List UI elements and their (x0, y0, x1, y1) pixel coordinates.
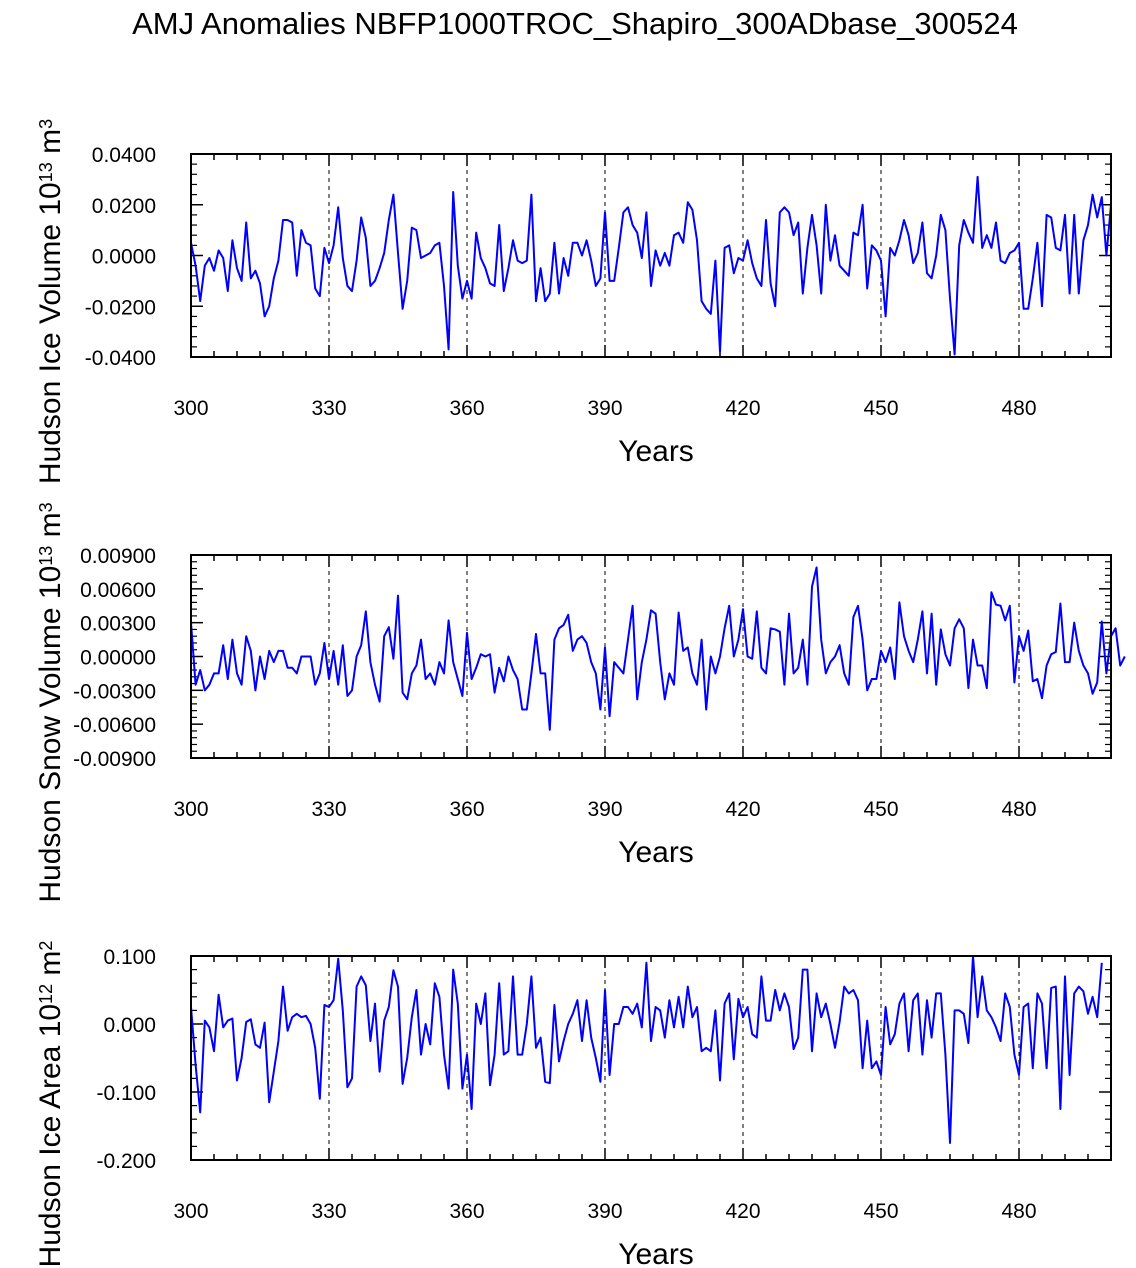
panel-2-series-line (190, 566, 1126, 731)
panel-2-x-tick-label-300: 300 (173, 798, 208, 821)
panel-3-x-tick-label-300: 300 (173, 1200, 208, 1223)
panel-2-x-tick-label-480: 480 (1001, 798, 1036, 821)
panel-2-x-tick-label-330: 330 (311, 798, 346, 821)
panel-1-y-tick-label-3: 0.0200 (92, 195, 156, 218)
panel-2-x-axis-label: Years (618, 836, 694, 869)
panel-3-y-axis-label-part-2: m (34, 951, 67, 984)
panel-3-y-axis-label-part-1: 12 (36, 984, 56, 1004)
panel-2-x-tick-label-420: 420 (725, 798, 760, 821)
panel-3-y-axis-label-part-0: Hudson Ice Area 10 (34, 1004, 67, 1268)
panel-3-y-tick-label-1: -0.100 (96, 1082, 156, 1105)
panel-2-plot-frame (190, 554, 1112, 759)
panel-2-y-axis-label-part-1: 13 (36, 546, 56, 566)
panel-2-y-tick-label-4: 0.00300 (80, 613, 156, 636)
panel-1-x-tick-label-420: 420 (725, 397, 760, 420)
panel-2-y-tick-label-2: -0.00300 (73, 680, 156, 703)
panel-2-x-tick-label-450: 450 (863, 798, 898, 821)
panel-1-series-line (190, 175, 1112, 356)
panel-2: 300 330 360 390 420 450 480 -0.00900 -0.00600 -0.… (34, 502, 1126, 903)
panel-3-x-tick-label-450: 450 (863, 1200, 898, 1223)
panel-3-x-axis-label: Years (618, 1238, 694, 1268)
panel-3-x-tick-label-330: 330 (311, 1200, 346, 1223)
panel-1-x-tick-label-450: 450 (863, 397, 898, 420)
panel-3-x-tick-label-420: 420 (725, 1200, 760, 1223)
panel-2-x-tick-label-360: 360 (449, 798, 484, 821)
panel-2-y-tick-label-5: 0.00600 (80, 579, 156, 602)
panel-1-y-tick-label-0: -0.0400 (85, 347, 156, 370)
panel-1-plot-frame (190, 153, 1112, 358)
panel-3-x-tick-label-360: 360 (449, 1200, 484, 1223)
panel-2-y-tick-label-0: -0.00900 (73, 748, 156, 771)
panel-3-series-line (190, 955, 1103, 1144)
panel-3-y-tick-label-2: 0.000 (103, 1014, 156, 1037)
panel-1-y-axis-label-part-2: m (34, 129, 67, 162)
panel-3-plot-frame (190, 955, 1112, 1161)
panel-1-x-tick-label-300: 300 (173, 397, 208, 420)
panel-1-x-tick-label-330: 330 (311, 397, 346, 420)
panel-2-y-axis-label-part-2: m (34, 512, 67, 545)
panel-2-y-axis-label-part-3: 3 (36, 502, 56, 512)
panel-2-y-tick-label-1: -0.00600 (73, 714, 156, 737)
panel-3-x-tick-label-390: 390 (587, 1200, 622, 1223)
panel-1-y-axis-label: Hudson Ice Volume 1013 m3 (34, 119, 67, 484)
panel-1-x-tick-label-480: 480 (1001, 397, 1036, 420)
panel-1-x-tick-label-360: 360 (449, 397, 484, 420)
panel-1-y-tick-label-1: -0.0200 (85, 296, 156, 319)
panel-3-x-tick-label-480: 480 (1001, 1200, 1036, 1223)
panel-3: 300 330 360 390 420 450 480 -0.200 -0.100 0.000 0.… (34, 941, 1112, 1268)
panel-2-x-tick-label-390: 390 (587, 798, 622, 821)
panel-2-y-tick-label-3: 0.00000 (80, 647, 156, 670)
panel-3-y-axis-label-part-3: 2 (36, 941, 56, 951)
panels: 300 330 360 390 420 450 480 -0.0400 -0.0200 0.000… (34, 119, 1126, 1268)
panel-1-y-axis-label-part-0: Hudson Ice Volume 10 (34, 182, 67, 484)
panel-2-y-axis-label: Hudson Snow Volume 1013 m3 (34, 502, 67, 902)
panel-2-y-tick-label-6: 0.00900 (80, 545, 156, 568)
panel-2-y-axis-label-part-0: Hudson Snow Volume 10 (34, 566, 67, 903)
panel-3-y-tick-label-3: 0.100 (103, 946, 156, 969)
panel-1-y-axis-label-part-3: 3 (36, 119, 56, 129)
panel-1-y-axis-label-part-1: 13 (36, 162, 56, 182)
figure-title: AMJ Anomalies NBFP1000TROC_Shapiro_300AD… (132, 6, 1018, 41)
panel-1-x-tick-label-390: 390 (587, 397, 622, 420)
panel-1-y-tick-label-2: 0.0000 (92, 246, 156, 269)
panel-1-x-axis-label: Years (618, 435, 694, 468)
panel-3-y-axis-label: Hudson Ice Area 1012 m2 (34, 941, 67, 1268)
panel-3-y-tick-label-0: -0.200 (96, 1150, 156, 1173)
panel-1: 300 330 360 390 420 450 480 -0.0400 -0.0200 0.000… (34, 119, 1112, 484)
panel-1-y-tick-label-4: 0.0400 (92, 144, 156, 167)
